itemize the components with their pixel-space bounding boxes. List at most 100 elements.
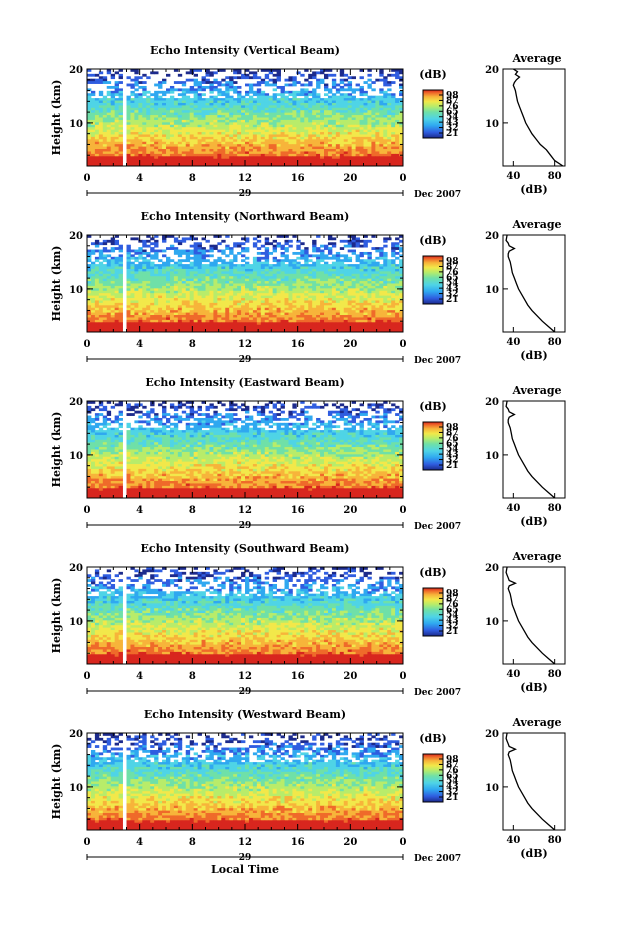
- x-tick-label: 4: [136, 671, 143, 682]
- x-tick-label: 0: [400, 173, 407, 184]
- x-tick-label: 8: [189, 339, 196, 350]
- colorbar-tick-label: 76: [446, 766, 459, 776]
- x-tick-label: 0: [84, 505, 91, 516]
- x-tick-label: 4: [136, 505, 143, 516]
- x-tick-label: 12: [238, 339, 252, 350]
- avg-y-tick-label: 20: [485, 729, 499, 740]
- colorbar-tick-label: 54: [446, 113, 459, 123]
- avg-y-tick-label: 20: [485, 397, 499, 408]
- colorbar-tick-label: 65: [446, 605, 459, 615]
- x-tick-label: 12: [238, 671, 252, 682]
- colorbar-tick-label: 87: [446, 428, 459, 438]
- heatmap-cells: [87, 733, 404, 831]
- average-profile-line: [512, 68, 564, 167]
- colorbar-tick-label: 54: [446, 445, 459, 455]
- colorbar-tick-label: 43: [446, 118, 459, 128]
- colorbar-tick-label: 76: [446, 434, 459, 444]
- average-frame: [502, 732, 566, 831]
- average-title: Average: [511, 52, 561, 65]
- avg-y-tick-label: 20: [485, 231, 499, 242]
- avg-x-tick-label: 40: [506, 337, 520, 348]
- avg-x-axis-label: (dB): [520, 515, 547, 528]
- colorbar-tick-label: 98: [446, 423, 459, 433]
- panel-2: Echo Intensity (Eastward Beam) 10 20 Height…: [50, 376, 566, 532]
- average-title: Average: [511, 218, 561, 231]
- colorbar-tick-label: 76: [446, 268, 459, 278]
- x-tick-label: 8: [189, 505, 196, 516]
- colorbar-tick-label: 65: [446, 771, 459, 781]
- colorbar-tick-label: 43: [446, 616, 459, 626]
- avg-x-axis-label: (dB): [520, 681, 547, 694]
- y-tick-label: 10: [69, 617, 83, 628]
- x-tick-label: 4: [136, 173, 143, 184]
- y-axis-label: Height (km): [50, 80, 63, 156]
- colorbar: [422, 587, 444, 637]
- heatmap-cells: [87, 567, 404, 665]
- colorbar-tick-label: 54: [446, 279, 459, 289]
- y-tick-label: 10: [69, 285, 83, 296]
- avg-y-tick-label: 20: [485, 563, 499, 574]
- heatmap-cells: [87, 69, 404, 167]
- average-title: Average: [511, 384, 561, 397]
- y-axis-label: Height (km): [50, 412, 63, 488]
- x-tick-label: 0: [400, 339, 407, 350]
- x-tick-label: 20: [343, 339, 357, 350]
- colorbar-tick-label: 54: [446, 777, 459, 787]
- y-tick-label: 20: [69, 231, 83, 242]
- colorbar-tick-label: 21: [446, 793, 459, 803]
- day-label: 29: [239, 521, 252, 531]
- avg-x-tick-label: 40: [506, 503, 520, 514]
- colorbar-tick-label: 32: [446, 456, 459, 466]
- panel-title: Echo Intensity (Vertical Beam): [150, 44, 340, 57]
- colorbar: [422, 89, 444, 139]
- colorbar-label: (dB): [419, 732, 446, 745]
- day-span-ends: [86, 854, 404, 860]
- colorbar-tick-label: 65: [446, 107, 459, 117]
- average-frame: [502, 234, 566, 333]
- date-label: Dec 2007: [414, 522, 461, 532]
- date-label: Dec 2007: [414, 854, 461, 864]
- date-label: Dec 2007: [414, 356, 461, 366]
- colorbar-label: (dB): [419, 566, 446, 579]
- x-tick-label: 0: [400, 671, 407, 682]
- x-tick-label: 0: [400, 837, 407, 848]
- colorbar-tick-label: 76: [446, 102, 459, 112]
- average-frame: [502, 566, 566, 665]
- y-tick-label: 10: [69, 783, 83, 794]
- avg-x-tick-label: 80: [548, 337, 562, 348]
- avg-x-tick-label: 40: [506, 835, 520, 846]
- colorbar-tick-label: 98: [446, 589, 459, 599]
- x-tick-label: 4: [136, 837, 143, 848]
- colorbar: [422, 421, 444, 471]
- x-tick-label: 4: [136, 339, 143, 350]
- x-tick-label: 8: [189, 671, 196, 682]
- day-span-ends: [86, 190, 404, 196]
- x-tick-label: 0: [400, 505, 407, 516]
- y-tick-label: 20: [69, 729, 83, 740]
- colorbar-tick-label: 65: [446, 273, 459, 283]
- y-tick-label: 10: [69, 119, 83, 130]
- y-axis-label: Height (km): [50, 744, 63, 820]
- day-span-ends: [86, 522, 404, 528]
- x-tick-label: 20: [343, 505, 357, 516]
- avg-x-tick-label: 40: [506, 171, 520, 182]
- avg-x-tick-label: 80: [548, 669, 562, 680]
- colorbar-tick-label: 87: [446, 594, 459, 604]
- day-span-ends: [86, 356, 404, 362]
- colorbar-tick-label: 43: [446, 284, 459, 294]
- colorbar-label: (dB): [419, 68, 446, 81]
- colorbar-tick-label: 87: [446, 96, 459, 106]
- average-profile-line: [505, 400, 556, 499]
- avg-x-axis-label: (dB): [520, 847, 547, 860]
- heatmap-cells: [87, 235, 404, 333]
- average-title: Average: [511, 716, 561, 729]
- colorbar-tick-label: 54: [446, 611, 459, 621]
- colorbar-tick-label: 32: [446, 622, 459, 632]
- avg-y-tick-label: 10: [485, 285, 499, 296]
- colorbar-tick-label: 32: [446, 124, 459, 134]
- panel-title: Echo Intensity (Northward Beam): [141, 210, 350, 223]
- colorbar-tick-label: 21: [446, 129, 459, 139]
- x-tick-label: 16: [291, 339, 305, 350]
- day-label: 29: [239, 687, 252, 697]
- colorbar-tick-label: 87: [446, 262, 459, 272]
